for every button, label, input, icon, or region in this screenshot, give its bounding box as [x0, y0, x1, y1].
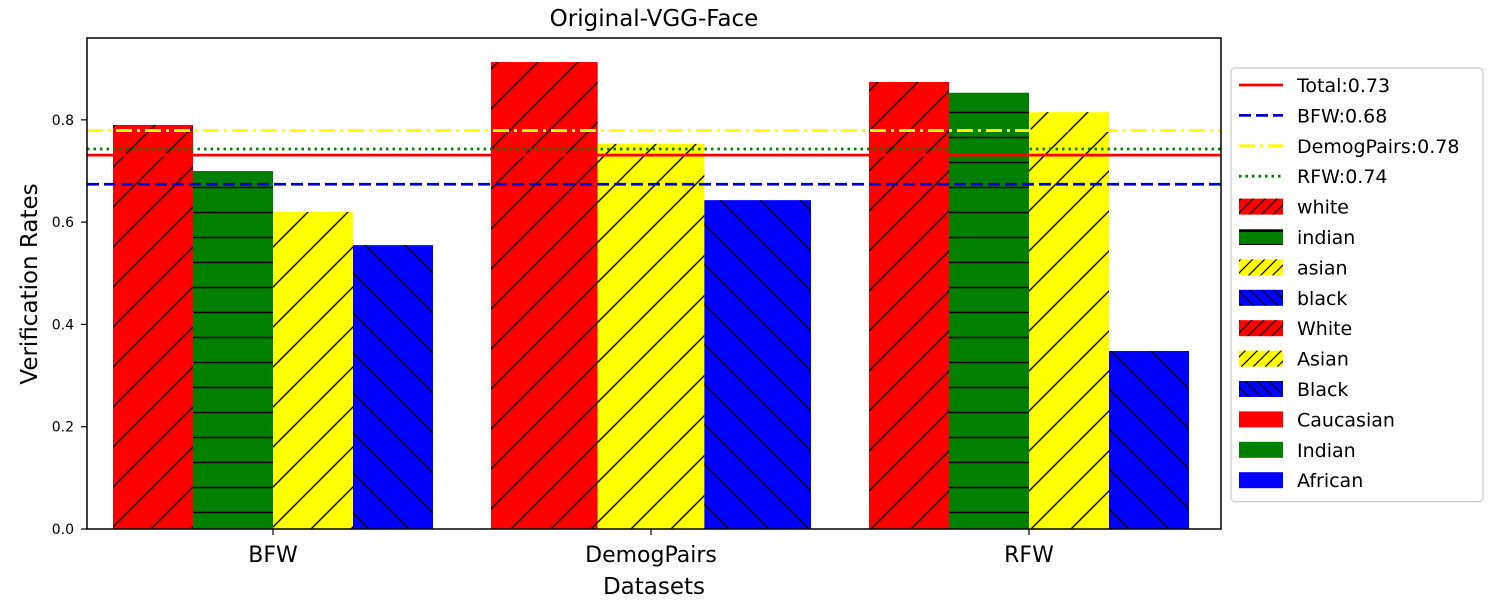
chart-title: Original-VGG-Face — [550, 6, 759, 32]
x-axis-label: Datasets — [603, 574, 705, 600]
legend-item-black-label: black — [1297, 288, 1347, 310]
y-axis-ticks: 0.0 0.2 0.4 0.6 0.8 — [52, 113, 87, 538]
bar-rfw-indian-hatch — [949, 92, 1029, 529]
bars-layer — [113, 62, 1189, 529]
legend-item-white-label: white — [1297, 197, 1349, 219]
legend-item-indian-label: Indian — [1297, 440, 1356, 462]
legend: Total:0.73 BFW:0.68 DemogPairs:0.78 RFW:0.7… — [1230, 67, 1484, 503]
legend-item-caucasian-label: Caucasian — [1297, 409, 1395, 431]
y-tick-label: 0.8 — [52, 113, 74, 129]
legend-item-asian-label: Asian — [1297, 349, 1349, 371]
legend-item-caucasian-swatch — [1239, 411, 1283, 428]
legend-item-bfw-0-68-label: BFW:0.68 — [1297, 105, 1387, 127]
x-tick-label-rfw: RFW — [1004, 543, 1054, 568]
legend-item-total-0-73-label: Total:0.73 — [1296, 75, 1390, 97]
y-tick-label: 0.0 — [52, 522, 74, 538]
bar-bfw-asian-hatch — [273, 211, 353, 529]
x-tick-label-demogpairs: DemogPairs — [585, 543, 717, 568]
bar-demogpairs-asian-hatch — [597, 143, 705, 529]
legend-item-demogpairs-0-78-label: DemogPairs:0.78 — [1297, 136, 1459, 158]
bar-rfw-african-hatch — [1109, 351, 1189, 529]
legend-item-white-swatch-hatch — [1239, 320, 1283, 337]
legend-item-black-swatch-hatch — [1239, 381, 1283, 397]
bar-bfw-indian-hatch — [193, 170, 273, 529]
bar-rfw-asian-hatch — [1029, 112, 1109, 529]
y-tick-label: 0.4 — [52, 317, 74, 333]
plot-area-frame — [86, 37, 1222, 530]
y-axis-label: Verification Rates — [17, 183, 43, 384]
legend-frame — [1230, 67, 1484, 503]
y-tick-label: 0.6 — [52, 215, 74, 231]
legend-item-black-swatch-hatch — [1239, 289, 1283, 306]
bar-bfw-white-hatch — [113, 124, 193, 529]
bar-demogpairs-white-hatch — [491, 62, 598, 529]
legend-item-indian-swatch — [1239, 441, 1283, 458]
legend-item-african-swatch — [1239, 472, 1283, 489]
legend-item-black-label: Black — [1297, 379, 1348, 401]
legend-item-asian-swatch-hatch — [1239, 259, 1283, 276]
bar-demogpairs-black-hatch — [704, 200, 811, 529]
legend-item-indian-label: indian — [1297, 227, 1355, 249]
legend-item-african-label: African — [1297, 470, 1363, 492]
x-axis-ticks: BFW DemogPairs RFW — [248, 529, 1054, 568]
legend-item-asian-label: asian — [1297, 257, 1348, 279]
legend-item-indian-swatch-hatch — [1239, 229, 1283, 245]
legend-item-rfw-0-74-label: RFW:0.74 — [1297, 166, 1388, 188]
reference-lines-layer — [87, 129, 1221, 186]
bar-bfw-black-hatch — [353, 245, 433, 529]
x-tick-label-bfw: BFW — [248, 543, 298, 568]
legend-item-white-swatch-hatch — [1239, 198, 1283, 215]
legend-item-white-label: White — [1297, 318, 1352, 340]
y-tick-label: 0.2 — [52, 420, 74, 436]
legend-item-asian-swatch-hatch — [1239, 350, 1283, 367]
